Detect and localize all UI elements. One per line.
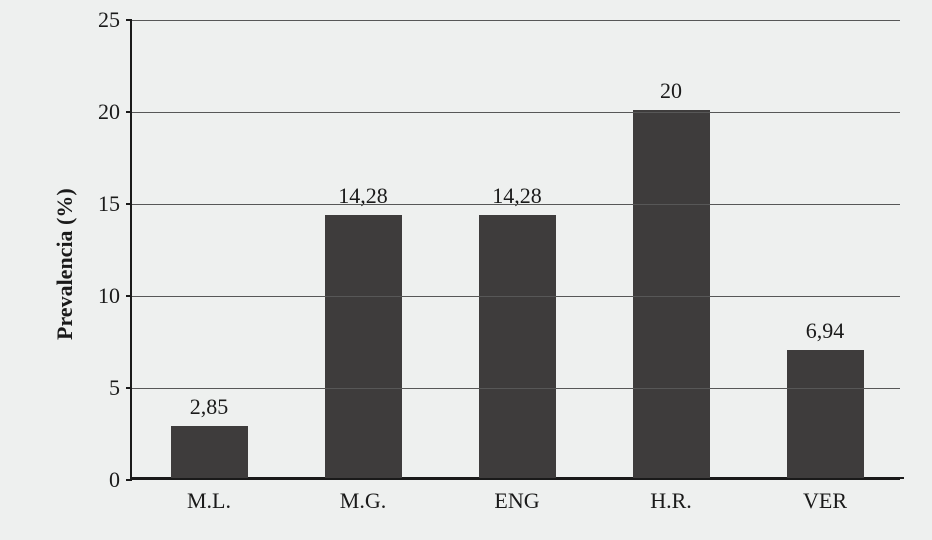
bar: 14,28 bbox=[479, 215, 556, 478]
gridline bbox=[132, 296, 900, 297]
bar-value-label: 14,28 bbox=[338, 183, 388, 209]
ytick-mark bbox=[126, 111, 132, 113]
ytick-label: 25 bbox=[98, 7, 120, 33]
gridline bbox=[132, 388, 900, 389]
bar-value-label: 14,28 bbox=[492, 183, 542, 209]
ytick-mark bbox=[126, 387, 132, 389]
bar: 6,94 bbox=[787, 350, 864, 478]
xtick-label: M.L. bbox=[187, 488, 231, 514]
bar: 2,85 bbox=[171, 426, 248, 478]
bar-value-label: 6,94 bbox=[806, 318, 845, 344]
xtick-label: H.R. bbox=[650, 488, 692, 514]
ytick-label: 15 bbox=[98, 191, 120, 217]
ytick-label: 20 bbox=[98, 99, 120, 125]
gridline bbox=[132, 112, 900, 113]
bar-chart: 2,85 14,28 14,28 20 6,94 0 5 10 15 20 25 M.L. M.G. E… bbox=[0, 0, 932, 540]
bars-layer: 2,85 14,28 14,28 20 6,94 bbox=[132, 20, 900, 478]
bar-value-label: 2,85 bbox=[190, 394, 229, 420]
bar-value-label: 20 bbox=[660, 78, 682, 104]
ytick-label: 5 bbox=[109, 375, 120, 401]
xtick-label: VER bbox=[803, 488, 847, 514]
ytick-mark bbox=[126, 203, 132, 205]
ytick-label: 10 bbox=[98, 283, 120, 309]
ytick-mark bbox=[126, 19, 132, 21]
xtick-label: M.G. bbox=[340, 488, 386, 514]
bar: 14,28 bbox=[325, 215, 402, 478]
bar: 20 bbox=[633, 110, 710, 478]
plot-area: 2,8514,2814,28206,94 0510152025M.L.M.G.E… bbox=[130, 20, 900, 480]
ytick-mark bbox=[126, 479, 132, 481]
gridline bbox=[132, 20, 900, 21]
ytick-label: 0 bbox=[109, 467, 120, 493]
xtick-label: ENG bbox=[494, 488, 539, 514]
gridline bbox=[132, 204, 900, 205]
y-axis-label: Prevalencia (%) bbox=[52, 188, 78, 340]
ytick-mark bbox=[126, 295, 132, 297]
